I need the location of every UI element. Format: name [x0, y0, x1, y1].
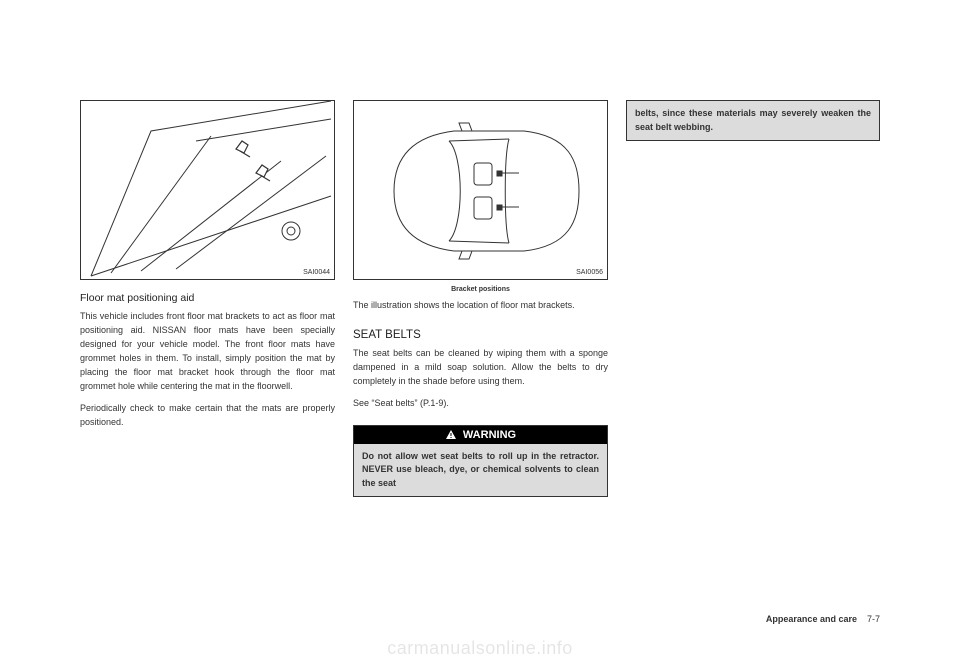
- footer-page-number: 7-7: [867, 614, 880, 624]
- figure-floor-mat-bracket: SAI0044: [80, 100, 335, 280]
- para-floor-mat-2: Periodically check to make certain that …: [80, 402, 335, 430]
- warning-triangle-icon: [445, 429, 457, 441]
- page-footer: Appearance and care 7-7: [766, 614, 880, 624]
- para-seat-belts-1: The seat belts can be cleaned by wiping …: [353, 347, 608, 389]
- car-topview-illustration: [354, 101, 609, 281]
- footer-section-name: Appearance and care: [766, 614, 857, 624]
- subhead-floor-mat: Floor mat positioning aid: [80, 292, 335, 304]
- para-seat-belts-2: See “Seat belts” (P.1-9).: [353, 397, 608, 411]
- section-heading-seat-belts: SEAT BELTS: [353, 329, 608, 341]
- column-3: belts, since these materials may severel…: [626, 100, 880, 600]
- figure-caption-2: Bracket positions: [353, 286, 608, 293]
- warning-box: WARNING Do not allow wet seat belts to r…: [353, 425, 608, 498]
- warning-title-bar: WARNING: [354, 426, 607, 444]
- column-1: SAI0044 Floor mat positioning aid This v…: [80, 100, 335, 600]
- column-2: SAI0056 Bracket positions The illustrati…: [353, 100, 608, 600]
- warning-continuation-box: belts, since these materials may severel…: [626, 100, 880, 141]
- floor-mat-illustration: [81, 101, 336, 281]
- figure-bracket-positions: SAI0056: [353, 100, 608, 280]
- warning-title-text: WARNING: [463, 429, 516, 441]
- figure-label-1: SAI0044: [303, 269, 330, 276]
- warning-body-text: Do not allow wet seat belts to roll up i…: [354, 444, 607, 497]
- figure-label-2: SAI0056: [576, 269, 603, 276]
- watermark-text: carmanualsonline.info: [0, 638, 960, 659]
- para-floor-mat-1: This vehicle includes front floor mat br…: [80, 310, 335, 394]
- para-bracket-locations: The illustration shows the location of f…: [353, 299, 608, 313]
